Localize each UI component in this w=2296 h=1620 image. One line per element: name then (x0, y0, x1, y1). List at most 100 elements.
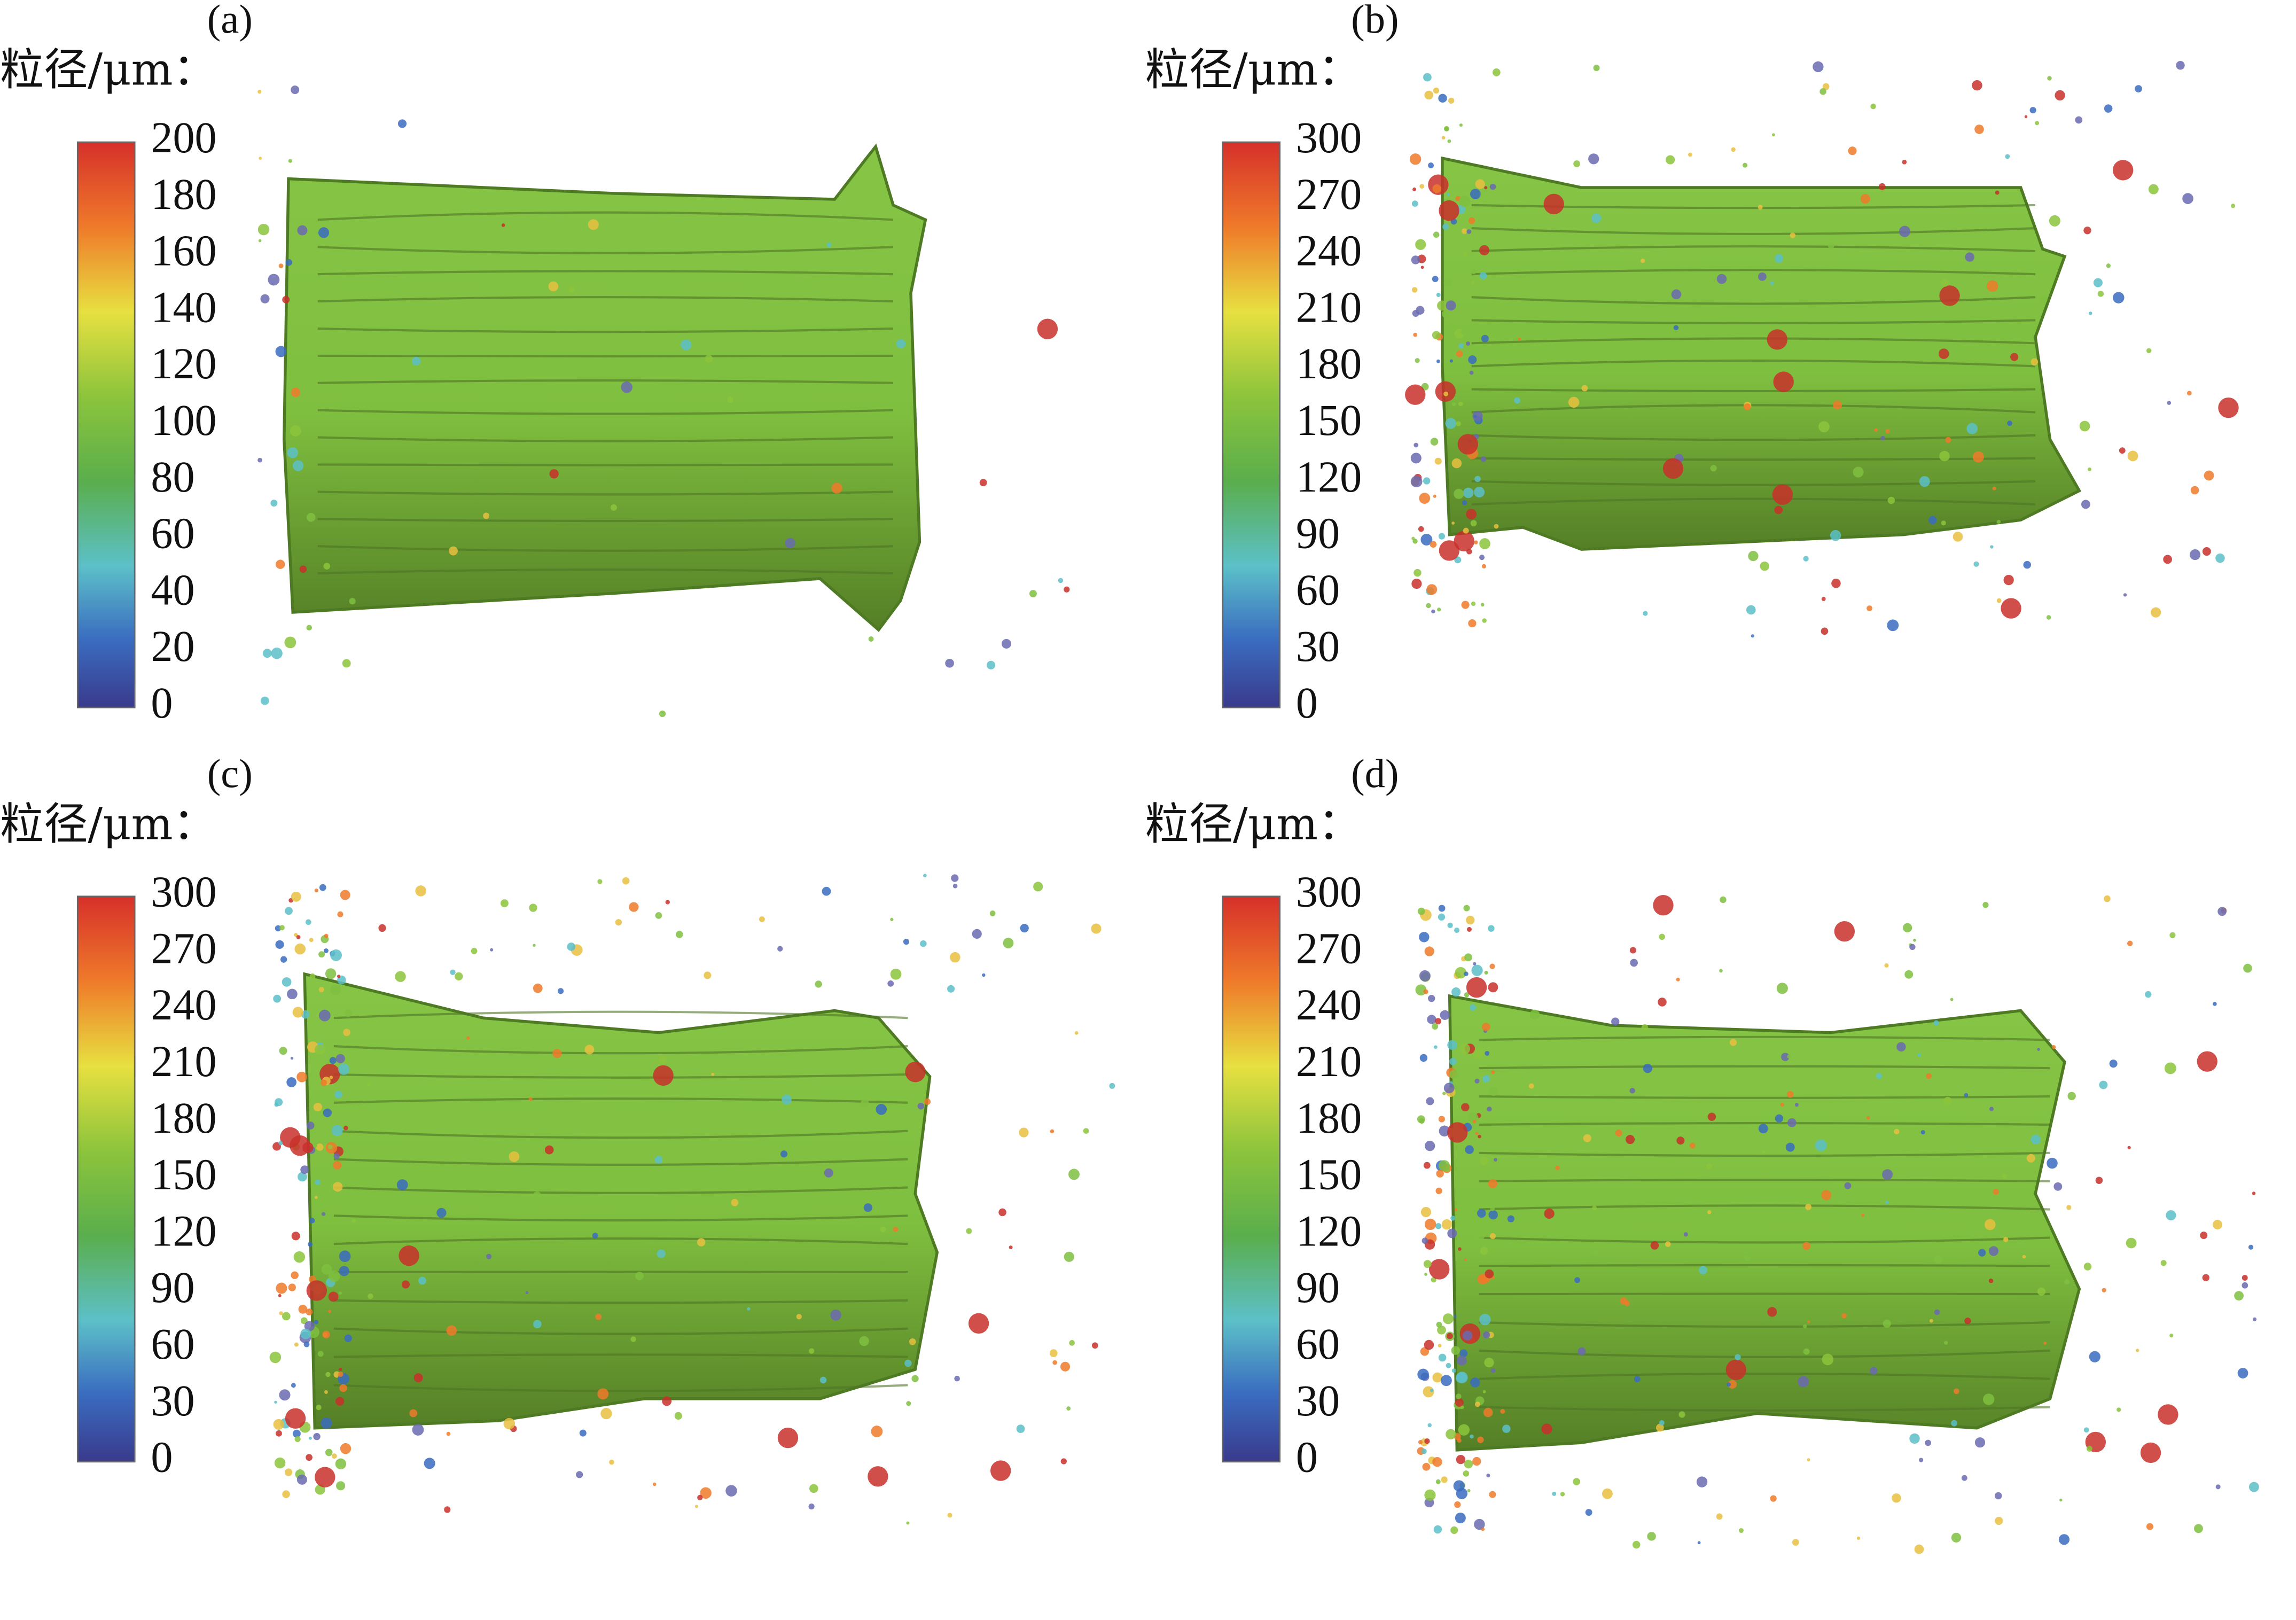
particle (1982, 901, 1989, 908)
particle (1720, 896, 1727, 904)
particle (2186, 391, 2192, 396)
particle (1475, 1132, 1479, 1135)
particle (335, 1458, 347, 1470)
particle (987, 660, 996, 669)
particle (1430, 541, 1437, 548)
particle (1752, 346, 1757, 352)
particle (1486, 1473, 1490, 1478)
particle (276, 559, 285, 569)
particle (1462, 500, 1467, 505)
particle (260, 696, 269, 705)
particle (2243, 963, 2252, 973)
particle (1447, 1122, 1468, 1143)
particle (1629, 947, 1636, 954)
particle (1479, 538, 1490, 549)
particle (1716, 1513, 1723, 1520)
particle (1419, 493, 1431, 504)
particle (339, 1384, 347, 1392)
particle (1727, 1382, 1731, 1387)
particle (1786, 1091, 1794, 1098)
particle (945, 658, 954, 668)
particle (1432, 1372, 1443, 1383)
particle (332, 1182, 343, 1192)
colorbar-tick-label: 20 (151, 622, 194, 671)
colorbar (1222, 895, 1281, 1463)
particle (1466, 509, 1477, 520)
surface-streak (1471, 359, 2036, 368)
colorbar-tick-label: 90 (1296, 1263, 1340, 1312)
particle (333, 1153, 340, 1159)
particle (397, 119, 407, 128)
colorbar-tick-label: 210 (1296, 1037, 1362, 1086)
particle (298, 1305, 308, 1314)
particle (1436, 292, 1441, 297)
colorbar (1222, 141, 1281, 708)
particle (1489, 1233, 1496, 1240)
particle (1846, 1230, 1850, 1235)
particle (1880, 435, 1885, 441)
particle (588, 219, 599, 230)
particle (2109, 1060, 2118, 1068)
particle (923, 874, 927, 878)
particle (1451, 521, 1455, 525)
particle (2252, 1317, 2257, 1321)
specimen-render (257, 85, 1070, 717)
particle (314, 1196, 318, 1200)
particle (1751, 634, 1754, 638)
particle (296, 1071, 307, 1082)
particle (920, 940, 927, 947)
particle (1487, 1107, 1492, 1112)
particle (1964, 1093, 1969, 1097)
particle (288, 1283, 296, 1291)
particle (1735, 1354, 1741, 1360)
particle (313, 1432, 321, 1440)
particle (1624, 1300, 1630, 1306)
particle (1456, 1393, 1462, 1399)
particle (285, 907, 293, 915)
particle (418, 1276, 426, 1285)
particle (629, 902, 639, 912)
particle (318, 987, 324, 993)
particle (1744, 1255, 1751, 1261)
particle (681, 339, 692, 351)
particle (1973, 561, 1979, 567)
particle (1939, 450, 1950, 462)
particle (1058, 578, 1064, 583)
particle (2160, 1260, 2167, 1266)
particle (1725, 1359, 1746, 1380)
particle (275, 346, 287, 357)
colorbar-tick-label: 60 (1296, 565, 1340, 614)
particle (665, 900, 670, 905)
particle (296, 1474, 307, 1485)
particle (2135, 85, 2142, 92)
surface-streak (1471, 434, 2036, 441)
particle (1696, 1476, 1708, 1487)
colorbar-tick-label: 150 (1296, 1150, 1362, 1199)
particle (1447, 1040, 1457, 1050)
particle (1555, 1165, 1560, 1171)
particle (1438, 1353, 1447, 1362)
particle (2197, 1051, 2217, 1072)
particle (1641, 1024, 1649, 1031)
particle (2127, 1146, 2131, 1150)
particle (1459, 195, 1471, 207)
particle (2005, 154, 2010, 159)
particle (2055, 90, 2065, 101)
particle (291, 85, 300, 95)
particle (285, 259, 292, 266)
colorbar (76, 141, 136, 708)
particle (257, 90, 262, 94)
particle (1064, 1251, 1074, 1262)
particle (1944, 1341, 1948, 1345)
surface-streak (317, 379, 894, 384)
particle (1463, 527, 1469, 534)
panel-label: (a) (207, 0, 253, 42)
particle (1471, 269, 1477, 275)
particle (1474, 1078, 1480, 1084)
particle (1435, 1187, 1442, 1195)
colorbar-tick-label: 60 (151, 1320, 194, 1368)
particle (1982, 1393, 1995, 1405)
particle (1482, 1075, 1490, 1082)
surface-streak (333, 1045, 908, 1055)
